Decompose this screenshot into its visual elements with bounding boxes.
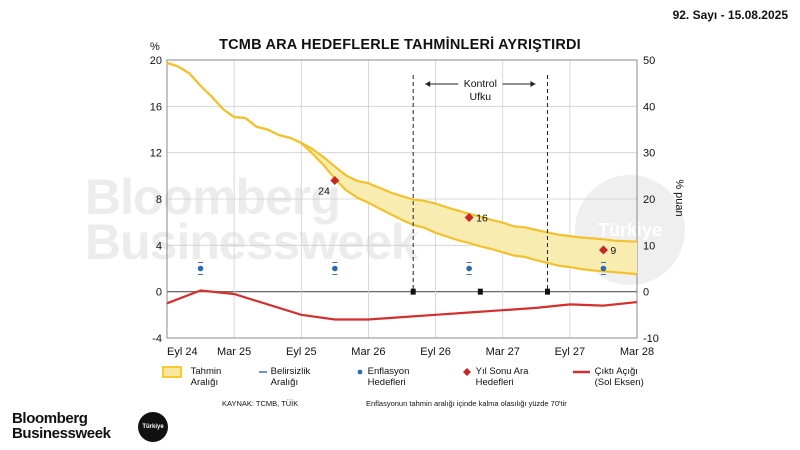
y-tick-right: 0: [643, 287, 649, 299]
arrow-left-head: [425, 81, 431, 87]
y-tick-right: 50: [643, 55, 655, 67]
y-tick-left: 20: [150, 55, 162, 67]
uncertainty-swatch-icon: [259, 371, 267, 373]
forecast-band: [167, 62, 637, 275]
inflation-target-dot: [466, 265, 472, 272]
zero-marker: [544, 288, 550, 295]
legend-label-targets: Enflasyon Hedefleri: [367, 366, 410, 388]
y-tick-left: 12: [150, 148, 162, 160]
legend-label-gap: Çıktı Açığı (Sol Eksen): [594, 366, 644, 388]
y-tick-left: 8: [156, 194, 162, 206]
y-axis-left-label: %: [150, 41, 160, 53]
inflation-target-dot: [332, 265, 338, 272]
y-tick-right: 40: [643, 101, 655, 113]
legend-label-uncertainty: Belirsizlik Aralığı: [270, 366, 311, 388]
line-swatch-icon: [573, 370, 590, 374]
x-tick-label: Eyl 27: [555, 346, 586, 358]
issue-label: 92. Sayı - 15.08.2025: [672, 8, 788, 22]
x-tick-label: Mar 28: [620, 346, 654, 358]
y-tick-left: 0: [156, 287, 162, 299]
x-tick-label: Mar 26: [351, 346, 385, 358]
legend-item-gap: Çıktı Açığı (Sol Eksen): [572, 366, 644, 388]
x-tick-label: Eyl 25: [286, 346, 317, 358]
zero-marker: [477, 288, 483, 295]
probability-note: Enflasyonun tahmin aralığı içinde kalma …: [366, 399, 567, 408]
legend-item-interim: Yıl Sonu Ara Hedefleri: [461, 366, 528, 388]
diamond-icon: [463, 368, 471, 376]
brand-logo: Bloomberg Businessweek: [12, 410, 111, 442]
y-tick-left: -4: [152, 333, 162, 345]
y-tick-right: 10: [643, 240, 655, 252]
interim-target-label: 9: [610, 245, 616, 257]
interim-target-diamond: [330, 175, 340, 185]
control-horizon-label: Ufku: [470, 91, 492, 103]
y-tick-left: 4: [156, 240, 162, 252]
x-tick-label: Eyl 24: [167, 346, 198, 358]
interim-target-label: 16: [476, 213, 488, 225]
interim-target-label: 24: [318, 185, 330, 197]
interim-target-diamond: [598, 245, 608, 255]
y-tick-right: -10: [643, 333, 659, 345]
target-dot-icon: [357, 369, 363, 375]
interim-target-diamond: [464, 213, 474, 223]
output-gap-line: [166, 289, 638, 321]
source-note: KAYNAK: TCMB, TÜİK: [222, 399, 299, 408]
brand-badge: Türkiye: [138, 412, 168, 442]
forecast-lower-line: [166, 61, 638, 276]
range-swatch-icon: [162, 366, 182, 378]
legend-item-targets: Enflasyon Hedefleri: [355, 366, 409, 388]
x-tick-label: Mar 25: [217, 346, 251, 358]
legend-item-uncertainty: Belirsizlik Aralığı: [258, 366, 310, 388]
y-axis-right-label: % puan: [673, 179, 685, 216]
legend-label-range: Tahmin Aralığı: [190, 366, 222, 388]
y-tick-right: 30: [643, 148, 655, 160]
inflation-target-dot: [197, 265, 204, 272]
x-tick-label: Eyl 26: [420, 346, 451, 358]
arrow-right-head: [530, 81, 536, 87]
chart-title: TCMB ARA HEDEFLERLE TAHMİNLERİ AYRIŞTIRD…: [219, 37, 581, 53]
watermark-text: Bloomberg Businessweek: [85, 169, 419, 270]
control-horizon-label: Kontrol: [464, 78, 497, 90]
plot-frame: [166, 59, 638, 339]
y-tick-left: 16: [150, 101, 162, 113]
zero-marker: [410, 288, 416, 295]
x-tick-label: Mar 27: [486, 346, 520, 358]
y-tick-right: 20: [643, 194, 655, 206]
legend-label-interim: Yıl Sonu Ara Hedefleri: [475, 366, 529, 388]
legend-item-range: Tahmin Aralığı: [162, 366, 221, 388]
inflation-target-dot: [600, 265, 607, 272]
